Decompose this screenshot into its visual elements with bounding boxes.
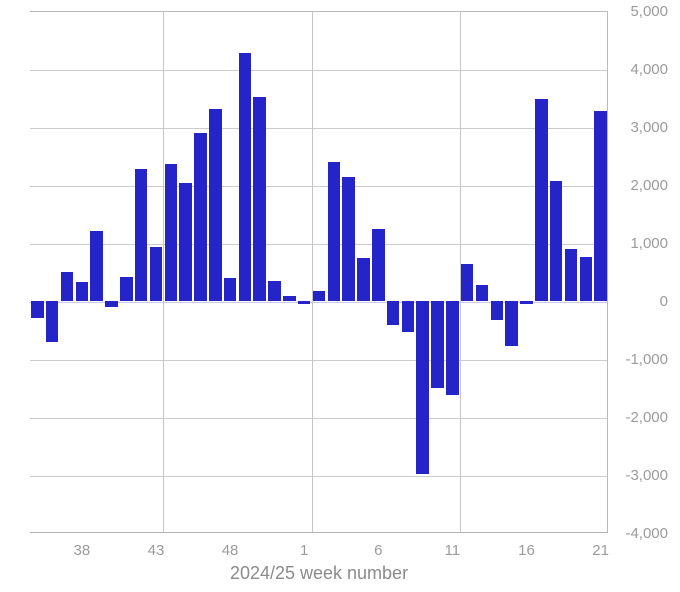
x-axis-tick-label: 6 bbox=[374, 542, 383, 559]
y-axis-tick-label: -1,000 bbox=[625, 350, 668, 368]
bar-week-35 bbox=[31, 301, 44, 319]
y-axis-tick-label: -2,000 bbox=[625, 408, 668, 426]
bar-week-19 bbox=[564, 249, 578, 301]
x-axis-tick-label: 21 bbox=[592, 542, 609, 559]
bar-week-41 bbox=[120, 276, 133, 301]
y-gridline bbox=[30, 476, 607, 477]
x-axis-tick-label: 38 bbox=[73, 542, 91, 559]
bar-week-37 bbox=[60, 272, 74, 301]
y-gridline bbox=[30, 186, 607, 187]
bar-week-3 bbox=[327, 161, 341, 301]
bar-week-10 bbox=[431, 301, 444, 388]
bar-week-39 bbox=[90, 231, 103, 301]
bar-week-50 bbox=[253, 97, 266, 301]
bar-week-51 bbox=[268, 280, 281, 301]
x-gridline bbox=[163, 12, 165, 532]
x-axis-tick-label: 16 bbox=[518, 542, 535, 559]
bar-week-47 bbox=[209, 109, 222, 301]
y-axis-tick-label: 4,000 bbox=[630, 60, 668, 78]
x-axis-tick-label: 48 bbox=[221, 542, 239, 559]
bar-week-6 bbox=[372, 229, 385, 301]
bar-week-42 bbox=[134, 168, 148, 301]
x-axis-tick-label: 11 bbox=[444, 542, 461, 559]
zero-baseline bbox=[30, 302, 607, 303]
x-gridline bbox=[459, 12, 461, 532]
x-gridline bbox=[311, 12, 313, 532]
y-axis-tick-label: 2,000 bbox=[630, 176, 668, 194]
plot-area bbox=[30, 11, 608, 533]
bar-week-45 bbox=[179, 183, 192, 301]
y-axis-tick-label: 1,000 bbox=[630, 234, 668, 252]
y-axis-tick-label: 5,000 bbox=[630, 2, 668, 20]
bar-week-11 bbox=[446, 301, 459, 395]
bar-week-21 bbox=[594, 111, 607, 301]
bar-week-9 bbox=[416, 301, 429, 474]
bar-week-40 bbox=[105, 301, 118, 307]
bar-week-1 bbox=[297, 301, 311, 304]
bar-week-46 bbox=[194, 133, 207, 301]
y-axis-tick-label: -4,000 bbox=[625, 524, 668, 542]
bar-week-48 bbox=[223, 278, 237, 301]
bar-week-44 bbox=[164, 164, 178, 301]
y-axis-tick-label: -3,000 bbox=[625, 466, 668, 484]
x-axis-tick-label: 1 bbox=[300, 542, 309, 559]
bar-week-20 bbox=[579, 256, 593, 301]
y-gridline bbox=[30, 418, 607, 419]
bar-week-14 bbox=[490, 301, 504, 321]
bar-week-8 bbox=[401, 301, 415, 332]
bar-week-4 bbox=[342, 177, 355, 301]
bar-week-12 bbox=[460, 263, 474, 301]
bar-week-5 bbox=[357, 258, 370, 301]
bar-week-18 bbox=[549, 180, 563, 301]
bar-week-2 bbox=[312, 290, 326, 301]
bar-week-15 bbox=[505, 301, 518, 347]
y-gridline bbox=[30, 244, 607, 245]
x-axis-tick-label: 43 bbox=[147, 542, 165, 559]
y-gridline bbox=[30, 360, 607, 361]
bar-week-36 bbox=[45, 301, 59, 342]
y-gridline bbox=[30, 70, 607, 71]
bar-week-16 bbox=[520, 301, 533, 304]
bar-week-13 bbox=[475, 285, 489, 301]
y-gridline bbox=[30, 128, 607, 129]
y-axis-tick-label: 3,000 bbox=[630, 118, 668, 136]
bar-week-17 bbox=[535, 98, 548, 301]
bar-week-49 bbox=[238, 53, 252, 301]
bar-week-52 bbox=[283, 295, 296, 301]
y-axis-tick-label: 0 bbox=[659, 292, 668, 310]
x-axis-title: 2024/25 week number bbox=[229, 563, 409, 583]
bar-week-38 bbox=[75, 282, 89, 301]
bar-week-43 bbox=[149, 247, 163, 301]
bar-week-7 bbox=[386, 301, 400, 326]
